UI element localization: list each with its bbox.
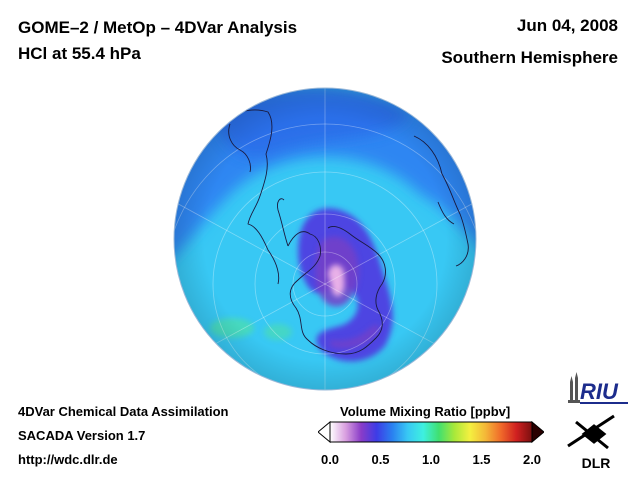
footer-assimilation: 4DVar Chemical Data Assimilation <box>18 404 229 419</box>
colorbar <box>318 421 544 443</box>
colorbar-tick-label: 0.0 <box>320 452 340 467</box>
colorbar-low-arrow <box>318 421 331 443</box>
dlr-logo-text: DLR <box>582 455 611 471</box>
map-subtitle: HCl at 55.4 hPa <box>18 44 141 63</box>
hemisphere-label: Southern Hemisphere <box>441 48 618 67</box>
colorbar-tick-label: 2.0 <box>522 452 542 467</box>
colorbar-tick-label: 0.5 <box>371 452 390 467</box>
colorbar-tick-label: 1.5 <box>472 452 491 467</box>
dlr-emblem-icon <box>567 414 615 450</box>
globe-shading <box>174 88 476 390</box>
riu-logo-text: RIU <box>580 379 619 404</box>
dlr-logo: DLR <box>567 414 615 471</box>
globe-outline <box>173 87 477 391</box>
globe-map <box>173 87 477 391</box>
colorbar-high-arrow <box>531 421 544 443</box>
footer-version: SACADA Version 1.7 <box>18 428 146 443</box>
colorbar-tick-label: 1.0 <box>421 452 441 467</box>
riu-cathedral-icon <box>568 372 580 403</box>
riu-logo: RIU <box>568 372 628 404</box>
date-label: Jun 04, 2008 <box>516 16 618 35</box>
map-title: GOME–2 / MetOp – 4DVar Analysis <box>18 18 298 37</box>
australia-coast <box>465 333 472 371</box>
footer-url[interactable]: http://wdc.dlr.de <box>18 452 118 467</box>
colorbar-title: Volume Mixing Ratio [ppbv] <box>340 404 511 419</box>
colorbar-gradient <box>329 421 533 443</box>
